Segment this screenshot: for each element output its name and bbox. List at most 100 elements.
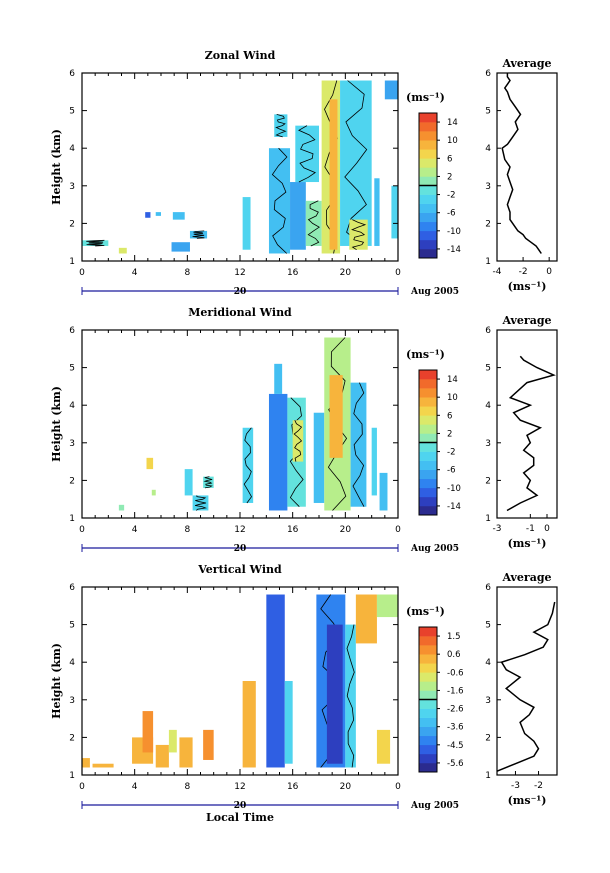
panel-title: Zonal Wind <box>205 49 276 62</box>
data-cell <box>329 375 343 458</box>
contour-line <box>86 239 105 247</box>
colorbar-swatch <box>419 487 437 498</box>
y-axis-label: Height (km) <box>50 386 63 462</box>
data-cell <box>376 729 391 764</box>
colorbar-tick-label: 14 <box>447 375 458 385</box>
colorbar-tick-label: -14 <box>447 245 461 255</box>
colorbar-swatch <box>419 717 437 727</box>
x-tick-label: 0 <box>79 782 85 792</box>
colorbar-tick-label: -5.6 <box>447 759 464 769</box>
y-axis-label: Height (km) <box>50 643 63 719</box>
contour-line <box>344 80 368 247</box>
colorbar-swatch <box>419 744 437 755</box>
data-cell <box>171 242 190 252</box>
data-cell <box>155 212 161 216</box>
data-cell <box>313 412 325 503</box>
colorbar-tick-label: 2 <box>447 172 452 182</box>
colorbar-tick-label: 0.6 <box>447 650 461 660</box>
data-cell <box>374 178 380 246</box>
colorbar-swatch <box>419 424 437 434</box>
avg-y-tick-label: 3 <box>485 696 491 706</box>
data-cell <box>329 99 338 250</box>
data-cell <box>145 212 151 218</box>
x-tick-label: 16 <box>287 782 299 792</box>
colorbar-swatch <box>419 663 437 673</box>
data-cell <box>172 212 185 220</box>
data-cell <box>82 758 90 768</box>
colorbar-swatch <box>419 433 437 443</box>
avg-y-tick-label: 2 <box>485 733 491 743</box>
y-tick-label: 4 <box>69 658 75 668</box>
average-profile-line <box>506 355 556 512</box>
avg-x-tick-label: -4 <box>493 267 502 277</box>
y-tick-label: 4 <box>69 144 75 154</box>
data-cell <box>268 393 288 511</box>
data-cell <box>305 200 322 246</box>
colorbar-swatch <box>419 248 437 259</box>
colorbar-tick-label: 6 <box>447 154 452 164</box>
colorbar-tick-label: 10 <box>447 393 458 403</box>
data-cell <box>118 247 127 254</box>
contour-line <box>324 80 338 254</box>
x-tick-label: 12 <box>234 525 245 535</box>
y-axis-label: Height (km) <box>50 129 63 205</box>
data-cell <box>118 504 125 511</box>
x-axis-label: Local Time <box>206 811 274 824</box>
colorbar-swatch <box>419 379 437 389</box>
x-tick-label: 4 <box>132 782 138 792</box>
data-cell <box>355 594 377 644</box>
data-cell <box>345 624 356 768</box>
colorbar-swatch <box>419 627 437 637</box>
avg-x-tick-label: -3 <box>493 524 502 534</box>
y-tick-label: 4 <box>69 401 75 411</box>
colorbar-swatch <box>419 699 437 709</box>
data-cell <box>242 681 256 768</box>
x-tick-label: 4 <box>132 525 138 535</box>
avg-x-axis-label: (ms⁻¹) <box>508 280 547 293</box>
colorbar-swatch <box>419 735 437 746</box>
y-tick-label: 2 <box>69 476 75 486</box>
colorbar-tick-label: -10 <box>447 484 461 494</box>
x-tick-label: 8 <box>184 525 190 535</box>
avg-y-tick-label: 1 <box>485 514 491 524</box>
x-tick-label: 0 <box>395 782 401 792</box>
contour-line <box>243 427 252 504</box>
colorbar-swatch <box>419 212 437 223</box>
y-tick-label: 1 <box>69 257 75 267</box>
avg-y-tick-label: 1 <box>485 257 491 267</box>
colorbar-swatch <box>419 645 437 655</box>
date-label: 20 <box>234 801 247 811</box>
colorbar-swatch <box>419 690 437 700</box>
colorbar-tick-label: -2 <box>447 448 455 458</box>
average-panel-1: Average 1 2 3 4 5 6 -4 -2 0 (ms⁻¹) <box>485 57 558 293</box>
data-cell <box>268 148 291 254</box>
x-tick-label: 16 <box>287 525 299 535</box>
panel-title: Vertical Wind <box>197 563 282 576</box>
x-tick-label: 20 <box>340 525 352 535</box>
avg-x-axis-label: (ms⁻¹) <box>508 794 547 807</box>
x-tick-label: 16 <box>287 268 299 278</box>
avg-y-tick-label: 5 <box>485 107 491 117</box>
colorbar-tick-label: 1.5 <box>447 632 461 642</box>
month-label: Aug 2005 <box>410 801 459 811</box>
colorbar-tick-label: -4.5 <box>447 741 464 751</box>
contour-line <box>298 125 317 183</box>
x-tick-label: 4 <box>132 268 138 278</box>
data-cell <box>146 457 154 470</box>
y-tick-label: 3 <box>69 182 75 192</box>
colorbar-swatch <box>419 451 437 461</box>
colorbar-swatch <box>419 131 437 141</box>
month-label: Aug 2005 <box>410 544 459 554</box>
colorbar-swatch <box>419 636 437 646</box>
colorbar-swatch <box>419 406 437 416</box>
colorbar-swatch <box>419 478 437 489</box>
avg-y-tick-label: 2 <box>485 219 491 229</box>
data-cell <box>192 495 209 511</box>
contour-line <box>293 420 303 462</box>
colorbar-swatch <box>419 185 437 195</box>
colorbar-swatch <box>419 122 437 132</box>
colorbar-swatch <box>419 176 437 186</box>
colorbar-tick-label: -2.6 <box>447 705 464 715</box>
colorbar-unit: (ms⁻¹) <box>406 348 445 361</box>
